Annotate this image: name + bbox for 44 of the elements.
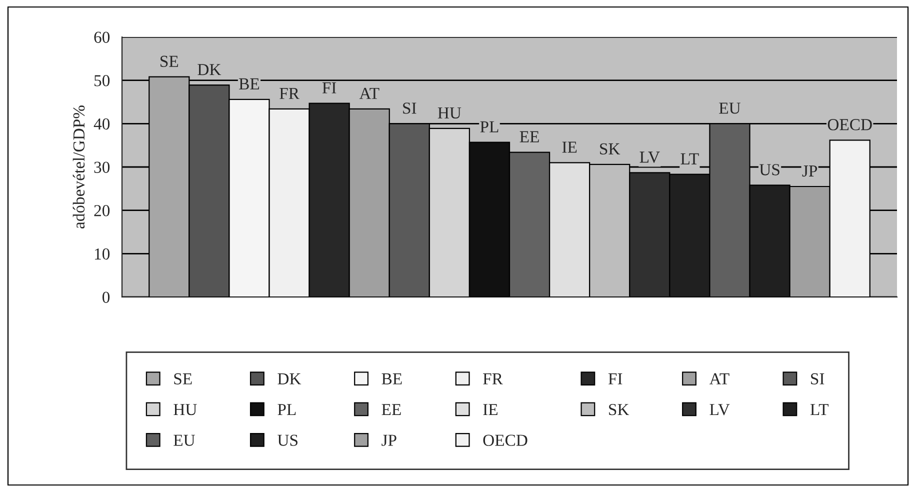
- legend-label: LV: [710, 404, 730, 416]
- legend-label: IE: [483, 404, 498, 416]
- y-tick-label: 0: [102, 292, 110, 303]
- legend-label: DK: [278, 373, 302, 384]
- text: EU: [719, 102, 740, 114]
- text: HU: [438, 107, 462, 119]
- text: DK: [198, 64, 222, 76]
- y-tick-label: 40: [94, 118, 110, 130]
- y-tick-label: 30: [94, 162, 110, 173]
- legend-label: FI: [608, 373, 622, 384]
- legend-label: SE: [174, 373, 192, 384]
- legend-label: EU: [174, 434, 195, 446]
- legend-label: OECD: [483, 434, 528, 446]
- text: OECD: [828, 119, 872, 130]
- y-axis-title: adóbevétel/GDP%: [72, 106, 85, 228]
- legend-label: US: [278, 434, 298, 446]
- text: SE: [160, 56, 178, 67]
- text: LV: [640, 152, 660, 163]
- legend-label: JP: [382, 434, 396, 446]
- y-tick-label: 60: [94, 32, 110, 43]
- y-tick-label: 10: [94, 248, 110, 260]
- legend-label: HU: [174, 404, 197, 416]
- text: IE: [562, 142, 577, 153]
- text: AT: [359, 88, 380, 99]
- text: FI: [322, 82, 336, 94]
- text: SK: [600, 143, 620, 155]
- legend-label: SI: [811, 373, 824, 384]
- legend-label: PL: [278, 404, 296, 416]
- legend-label: EE: [382, 404, 401, 416]
- legend-label: SK: [609, 404, 630, 416]
- text: PL: [480, 121, 498, 132]
- legend-label: AT: [709, 373, 730, 384]
- text: BE: [239, 78, 260, 90]
- text: JP: [802, 166, 818, 177]
- text: FR: [280, 88, 300, 99]
- y-tick-label: 50: [94, 75, 110, 86]
- y-tick-label: 20: [94, 205, 110, 216]
- text: LT: [680, 153, 699, 164]
- text: SI: [403, 102, 416, 114]
- legend-label: BE: [382, 373, 402, 384]
- legend-label: FR: [483, 373, 503, 384]
- legend-label: LT: [810, 404, 828, 416]
- text: EE: [520, 131, 539, 142]
- text: US: [759, 164, 780, 176]
